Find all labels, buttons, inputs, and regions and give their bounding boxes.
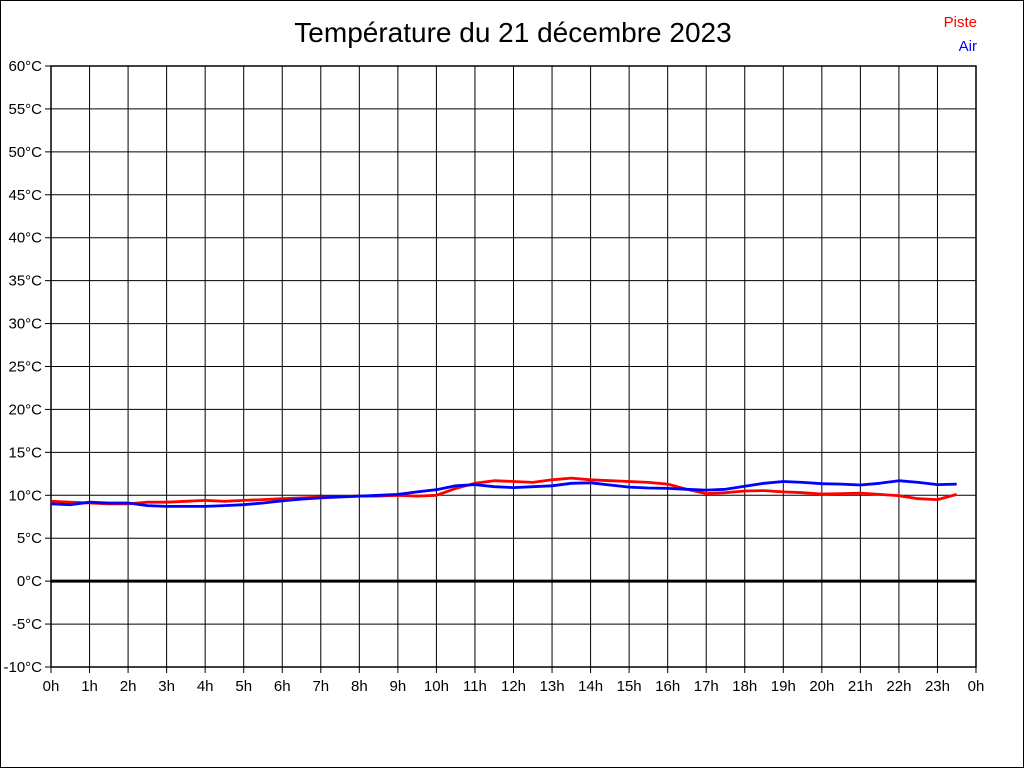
x-tick-label: 20h [809,678,834,695]
x-tick-label: 1h [81,678,98,695]
plot-border [50,65,977,668]
y-tick-label: 5°C [17,530,42,547]
y-tick-label: 45°C [8,187,42,204]
y-tick-label: 20°C [8,401,42,418]
x-tick-label: 4h [197,678,214,695]
x-axis-labels: 0h 1h 2h 3h 4h 5h 6h 7h 8h 9h 10h 11h 12h 13h 14h 15h 16… [43,678,985,695]
series-air-line [50,479,957,508]
y-axis-labels: 60°C 55°C 50°C 45°C 40°C 35°C 30°C 25°C 20°C 15°C… [3,58,42,676]
legend-item-piste: Piste [943,14,977,31]
y-tick-label: 40°C [8,230,42,247]
legend: Piste Air [944,11,977,59]
x-tick-label: 13h [540,678,565,695]
x-tick-label: 10h [424,678,449,695]
y-tick-label: -10°C [3,659,42,676]
x-tick-label: 3h [158,678,175,695]
chart-title: Température du 21 décembre 2023 [294,17,732,48]
x-tick-label: 12h [501,678,526,695]
x-tick-label: 18h [732,678,757,695]
x-tick-label: 0h [968,678,985,695]
x-tick-label: 7h [312,678,329,695]
y-tick-label: 50°C [8,144,42,161]
y-tick-label: 30°C [8,316,42,333]
x-tick-label: 23h [925,678,950,695]
x-tick-label: 16h [655,678,680,695]
y-tick-label: 55°C [8,101,42,118]
series-piste-line [50,476,958,506]
y-tick-label: 25°C [8,359,42,376]
x-tick-label: 19h [771,678,796,695]
y-tick-label: 0°C [17,573,42,590]
x-tick-label: 6h [274,678,291,695]
x-tick-label: 8h [351,678,368,695]
x-tick-label: 15h [617,678,642,695]
x-tick-label: 22h [886,678,911,695]
x-tick-label: 14h [578,678,603,695]
grid-lines [50,65,977,668]
data-series [50,476,958,508]
x-tick-label: 11h [463,678,487,695]
x-tick-label: 5h [235,678,252,695]
x-tick-label: 2h [120,678,137,695]
y-tick-label: 35°C [8,273,42,290]
x-tick-label: 17h [694,678,719,695]
x-tick-label: 9h [390,678,407,695]
axis-ticks [45,65,977,673]
y-tick-label: -5°C [12,616,42,633]
y-tick-label: 60°C [8,58,42,75]
plot-border-rect [50,65,977,668]
x-tick-label: 21h [848,678,873,695]
y-tick-label: 15°C [8,444,42,461]
x-tick-label: 0h [43,678,60,695]
y-tick-label: 10°C [8,487,42,504]
legend-item-air: Air [958,38,977,55]
